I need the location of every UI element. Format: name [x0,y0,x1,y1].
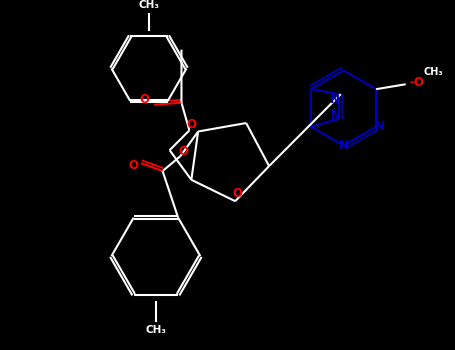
Text: CH₃: CH₃ [138,0,159,10]
Text: -O: -O [410,76,425,89]
Text: CH₃: CH₃ [424,68,443,77]
Text: O: O [178,145,188,158]
Text: N: N [339,139,349,152]
Text: N: N [330,92,340,106]
Text: O: O [232,187,242,200]
Text: O: O [128,159,138,172]
Text: O: O [187,118,197,131]
Text: N: N [331,109,341,122]
Text: O: O [139,93,149,106]
Text: N: N [375,120,385,133]
Text: CH₃: CH₃ [146,325,167,335]
